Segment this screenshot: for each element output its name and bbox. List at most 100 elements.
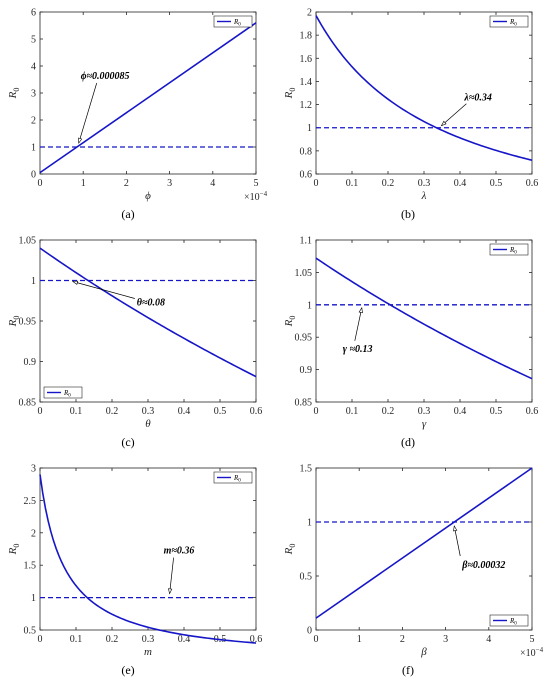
x-tick-label: 0.1: [346, 178, 359, 189]
y-tick-label: 2: [307, 8, 312, 19]
annotation-label: m≈0.36: [164, 546, 195, 557]
x-tick-label: 0.1: [70, 634, 83, 645]
y-tick-label: 1: [31, 276, 36, 287]
y-tick-label: 0.5: [24, 626, 37, 637]
annotation-arrowhead: [358, 306, 363, 314]
y-tick-label: 2.5: [24, 496, 37, 507]
y-tick-label: 1.05: [19, 236, 37, 247]
x-axis-title: λ: [421, 190, 427, 202]
y-axis-title-subscript: 0: [288, 316, 297, 320]
x-tick-label: 0.2: [106, 406, 119, 417]
legend: R0: [489, 15, 529, 28]
x-tick-label: 0.5: [490, 406, 503, 417]
y-tick-label: 3: [31, 464, 36, 475]
x-tick-label: 3: [167, 178, 172, 189]
annotation-arrowhead: [71, 280, 79, 285]
y-axis-title-subscript: 0: [12, 316, 21, 320]
x-axis-title: γ: [422, 418, 427, 430]
annotation-label: β≈0.00032: [461, 560, 505, 571]
legend-box: [489, 614, 529, 627]
x-tick-label: 0.4: [454, 178, 467, 189]
legend-label: R0: [509, 617, 517, 627]
y-tick-label: 1.05: [295, 268, 313, 279]
x-exponent-power: −4: [536, 646, 544, 654]
x-tick-label: 1: [357, 634, 362, 645]
y-tick-label: 0.95: [295, 333, 313, 344]
series-line-r0: [39, 247, 257, 378]
legend-box: [489, 243, 529, 256]
x-tick-label: 0: [314, 634, 319, 645]
x-axis-title: θ: [145, 418, 151, 430]
y-axis-title: R0: [283, 544, 297, 556]
y-tick-label: 0: [31, 170, 36, 181]
x-tick-label: 4: [486, 634, 491, 645]
y-axis-title-subscript: 0: [12, 88, 21, 92]
series-line-r0: [315, 467, 533, 619]
annotation-arrow: [453, 525, 461, 557]
y-tick-label: 2: [31, 116, 36, 127]
y-tick-label: 1.5: [300, 464, 313, 475]
annotation-arrowhead: [78, 137, 83, 144]
annotation-arrow: [72, 281, 135, 299]
x-exponent-label: ×10−4: [520, 646, 544, 659]
y-axis-title: R0: [7, 316, 21, 328]
panel-label: (d): [401, 435, 415, 449]
x-tick-label: 0.6: [250, 634, 263, 645]
legend-box: [213, 15, 253, 28]
plot-frame: [315, 11, 533, 175]
x-tick-label: 0.6: [526, 178, 539, 189]
y-tick-label: 0.5: [300, 572, 313, 583]
annotation-arrow: [441, 103, 467, 126]
x-axis-title: β: [420, 646, 427, 658]
panel-label: (b): [401, 207, 415, 221]
series-line-r0: [39, 474, 257, 644]
legend: R0: [213, 15, 253, 28]
annotation-arrow: [354, 307, 363, 341]
y-tick-label: 3: [31, 89, 36, 100]
x-tick-label: 0.4: [454, 406, 467, 417]
y-tick-label: 1.1: [300, 236, 313, 247]
panel-label: (c): [121, 435, 134, 449]
y-tick-label: 0: [307, 626, 312, 637]
y-tick-label: 6: [31, 8, 36, 19]
x-axis-title: ϕ: [145, 190, 151, 202]
x-tick-label: 0.3: [418, 406, 431, 417]
y-axis-title: R0: [7, 544, 21, 556]
series-line-r0: [315, 257, 533, 380]
y-tick-label: 1: [31, 143, 36, 154]
x-exponent-label: ×10−4: [244, 190, 268, 203]
x-tick-label: 5: [530, 634, 535, 645]
x-tick-label: 0.2: [382, 178, 395, 189]
annotation-arrow: [78, 82, 98, 144]
y-tick-label: 1: [31, 593, 36, 604]
y-axis-title-subscript: 0: [288, 88, 297, 92]
y-tick-label: 1.6: [300, 54, 313, 65]
x-tick-label: 0: [38, 634, 43, 645]
chart-panel-2: 0 0.1 0.2 0.3 0.4 0.5 0.6 0.6 0.8 1 1.2 1.4 1.6 1.8 2 λ…: [283, 8, 538, 222]
x-tick-label: 0: [38, 178, 43, 189]
plot-frame: [315, 467, 533, 631]
y-axis-title: R0: [283, 316, 297, 328]
plot-frame: [315, 239, 533, 403]
annotation-arrow: [169, 557, 174, 594]
chart-panel-6: 0 1 2 3 4 5 0 0.5 1 1.5 ×10−4 β R0 R0 β≈0.00032 (f): [283, 464, 544, 678]
legend-label: R0: [233, 18, 241, 28]
x-tick-label: 0.1: [346, 406, 359, 417]
panel-label: (f): [402, 663, 414, 677]
chart-panel-3: 0 0.1 0.2 0.3 0.4 0.5 0.6 0.85 0.9 0.95 1 1.05 θ R0 R0…: [7, 236, 262, 450]
plot-frame: [39, 239, 257, 403]
annotation-arrowhead: [440, 120, 447, 127]
annotation-arrowhead: [453, 525, 458, 532]
x-tick-label: 2: [124, 178, 129, 189]
plot-frame: [39, 467, 257, 631]
chart-panel-4: 0 0.1 0.2 0.3 0.4 0.5 0.6 0.85 0.9 0.95 1 1.05 1.1 γ R…: [283, 236, 538, 450]
x-tick-label: 3: [443, 634, 448, 645]
x-tick-label: 0: [314, 178, 319, 189]
x-exponent-power: −4: [260, 190, 268, 198]
panel-label: (a): [121, 207, 134, 221]
y-axis-title-subscript: 0: [288, 544, 297, 548]
y-tick-label: 0.8: [300, 146, 313, 157]
x-tick-label: 0.2: [382, 406, 395, 417]
x-tick-label: 0: [314, 406, 319, 417]
y-tick-label: 1.8: [300, 31, 313, 42]
